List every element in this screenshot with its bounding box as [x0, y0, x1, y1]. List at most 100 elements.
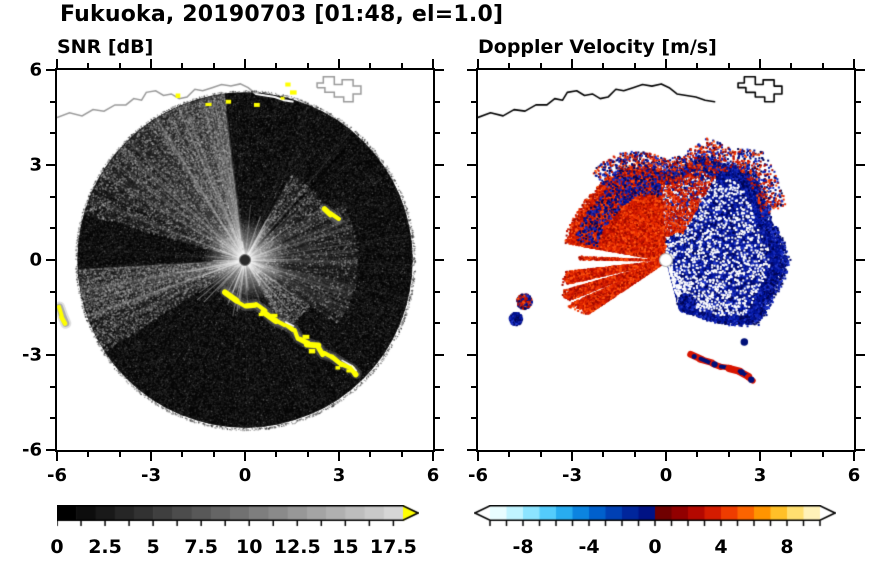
- y-tick-label: 0: [29, 249, 42, 271]
- axis-tick: [87, 452, 90, 457]
- axis-tick: [602, 63, 605, 68]
- axis-tick: [471, 195, 476, 198]
- colorbar-tick-label: 17.5: [369, 536, 417, 558]
- axis-tick: [853, 59, 855, 68]
- axis-tick: [46, 259, 55, 261]
- axis-tick: [539, 452, 542, 457]
- axis-tick: [435, 100, 440, 103]
- axis-tick: [275, 452, 278, 457]
- axis-tick: [696, 63, 699, 68]
- axis-tick: [435, 195, 440, 198]
- axis-tick: [471, 290, 476, 293]
- snr-panel-title: SNR [dB]: [57, 36, 154, 58]
- y-tick-label: -3: [22, 344, 42, 366]
- axis-tick: [856, 290, 861, 293]
- axis-tick: [244, 59, 246, 68]
- axis-tick: [212, 452, 215, 457]
- axis-tick: [790, 63, 793, 68]
- axis-tick: [432, 59, 434, 68]
- axis-tick: [435, 290, 440, 293]
- axis-tick: [46, 354, 55, 356]
- axis-tick: [435, 385, 440, 388]
- axis-tick: [50, 195, 55, 198]
- axis-tick: [821, 63, 824, 68]
- x-tick-label: 3: [753, 465, 767, 486]
- doppler-plot-frame: [476, 68, 856, 452]
- axis-tick: [471, 322, 476, 325]
- doppler-scan-canvas: [478, 70, 854, 450]
- axis-tick: [181, 452, 184, 457]
- axis-tick: [467, 354, 476, 356]
- colorbar-tick-label: 4: [714, 536, 728, 558]
- snr-plot-frame: [55, 68, 435, 452]
- axis-tick: [727, 63, 730, 68]
- axis-tick: [467, 449, 476, 451]
- x-tick-label: 0: [659, 465, 673, 486]
- colorbar-tick-label: -4: [578, 536, 600, 558]
- axis-tick: [759, 59, 761, 68]
- axis-tick: [571, 59, 573, 68]
- axis-tick: [338, 452, 340, 461]
- axis-tick: [435, 354, 444, 356]
- x-tick-label: 3: [332, 465, 346, 486]
- x-tick-label: 6: [847, 465, 861, 486]
- axis-tick: [50, 385, 55, 388]
- axis-tick: [435, 449, 444, 451]
- axis-tick: [467, 69, 476, 71]
- axis-tick: [212, 63, 215, 68]
- axis-tick: [275, 63, 278, 68]
- axis-tick: [467, 164, 476, 166]
- colorbar-tick-label: 0: [648, 536, 662, 558]
- axis-tick: [56, 452, 58, 461]
- axis-tick: [696, 452, 699, 457]
- axis-tick: [471, 417, 476, 420]
- axis-tick: [853, 452, 855, 461]
- x-tick-label: 0: [238, 465, 252, 486]
- axis-tick: [50, 290, 55, 293]
- colorbar-tick-label: 5: [146, 536, 160, 558]
- axis-tick: [338, 59, 340, 68]
- axis-tick: [467, 259, 476, 261]
- axis-tick: [435, 259, 444, 261]
- doppler-colorbar-canvas: [474, 505, 836, 529]
- axis-tick: [50, 417, 55, 420]
- axis-tick: [435, 164, 444, 166]
- axis-tick: [856, 322, 861, 325]
- axis-tick: [306, 63, 309, 68]
- axis-tick: [150, 452, 152, 461]
- axis-tick: [118, 63, 121, 68]
- axis-tick: [571, 452, 573, 461]
- axis-tick: [150, 59, 152, 68]
- axis-tick: [50, 227, 55, 230]
- axis-tick: [856, 417, 861, 420]
- axis-tick: [471, 227, 476, 230]
- axis-tick: [50, 132, 55, 135]
- axis-tick: [856, 132, 861, 135]
- axis-tick: [435, 227, 440, 230]
- axis-tick: [821, 452, 824, 457]
- y-tick-label: -6: [22, 439, 42, 461]
- colorbar-tick-label: -8: [512, 536, 534, 558]
- axis-tick: [856, 449, 865, 451]
- axis-tick: [856, 164, 865, 166]
- colorbar-tick-label: 2.5: [88, 536, 122, 558]
- axis-tick: [856, 354, 865, 356]
- axis-tick: [181, 63, 184, 68]
- axis-tick: [87, 63, 90, 68]
- axis-tick: [435, 69, 444, 71]
- axis-tick: [856, 227, 861, 230]
- axis-tick: [790, 452, 793, 457]
- axis-tick: [856, 195, 861, 198]
- snr-scan-canvas: [57, 70, 433, 450]
- axis-tick: [46, 69, 55, 71]
- doppler-panel-title: Doppler Velocity [m/s]: [478, 36, 717, 58]
- axis-tick: [633, 63, 636, 68]
- axis-tick: [665, 452, 667, 461]
- x-tick-label: -6: [47, 465, 67, 486]
- x-tick-label: -6: [468, 465, 488, 486]
- axis-tick: [759, 452, 761, 461]
- axis-tick: [46, 449, 55, 451]
- y-tick-label: 3: [29, 154, 42, 176]
- axis-tick: [369, 452, 372, 457]
